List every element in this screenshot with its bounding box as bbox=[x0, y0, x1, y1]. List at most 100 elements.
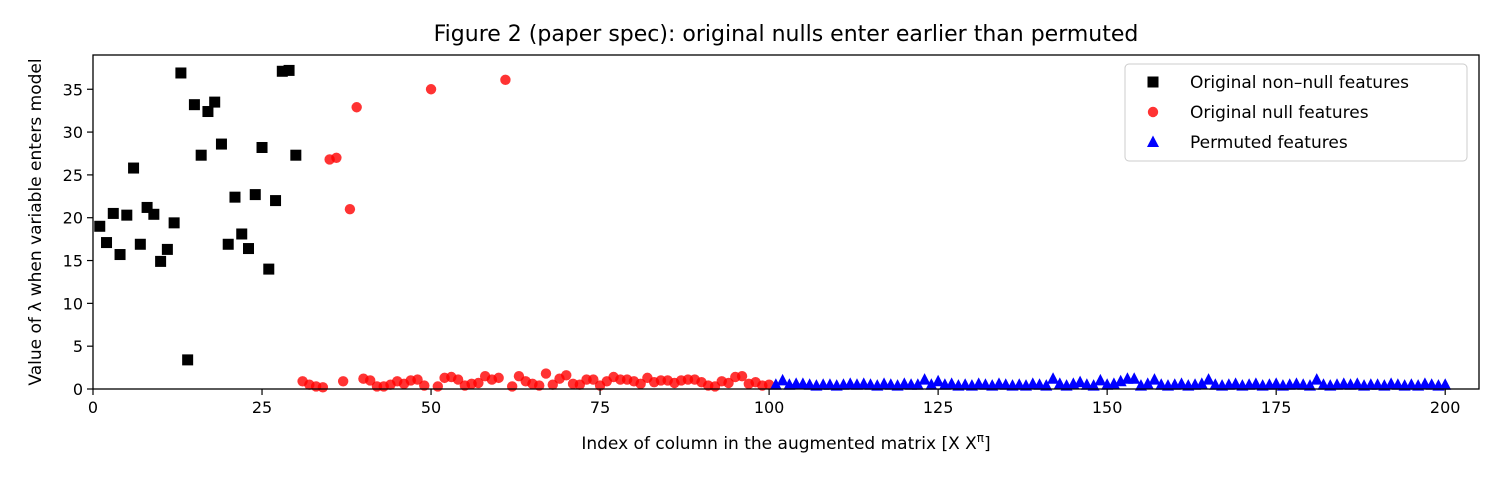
series-circle bbox=[297, 74, 775, 393]
series-square bbox=[94, 64, 302, 366]
legend-box bbox=[1124, 63, 1468, 162]
non-null-point bbox=[155, 255, 167, 267]
permuted-point bbox=[932, 374, 945, 387]
null-point bbox=[412, 374, 423, 385]
permuted-point bbox=[769, 378, 782, 390]
x-tick-label: 100 bbox=[754, 398, 785, 417]
non-null-point bbox=[175, 67, 187, 79]
permuted-point bbox=[918, 373, 931, 385]
null-point bbox=[540, 368, 552, 379]
y-tick-label: 25 bbox=[63, 166, 83, 185]
x-tick-label: 0 bbox=[88, 398, 98, 417]
null-point bbox=[534, 380, 545, 391]
null-point bbox=[419, 380, 430, 391]
y-tick-label: 0 bbox=[73, 380, 83, 399]
non-null-point bbox=[243, 243, 255, 255]
null-point bbox=[452, 374, 464, 385]
legend-marker-square bbox=[1147, 76, 1159, 88]
non-null-point bbox=[256, 141, 268, 153]
plot-frame bbox=[92, 54, 1480, 390]
permuted-point bbox=[1074, 375, 1087, 388]
legend-marker-triangle bbox=[1147, 135, 1159, 147]
null-point bbox=[331, 152, 342, 163]
null-point bbox=[723, 377, 734, 389]
non-null-point bbox=[209, 96, 221, 108]
non-null-point bbox=[128, 162, 140, 174]
non-null-point bbox=[188, 99, 200, 111]
permuted-point bbox=[1303, 379, 1316, 391]
non-null-point bbox=[101, 237, 113, 249]
x-tick-label: 200 bbox=[1430, 398, 1461, 417]
non-null-point bbox=[134, 238, 146, 250]
y-tick-label: 10 bbox=[63, 294, 83, 313]
non-null-point bbox=[107, 207, 119, 219]
x-tick-label: 175 bbox=[1261, 398, 1292, 417]
null-point bbox=[547, 379, 558, 390]
non-null-point bbox=[249, 189, 261, 201]
null-point bbox=[506, 381, 518, 392]
null-point bbox=[425, 84, 437, 95]
null-point bbox=[337, 376, 349, 387]
x-tick-label: 25 bbox=[252, 398, 272, 417]
permuted-point bbox=[945, 377, 958, 389]
null-point bbox=[432, 381, 444, 392]
permuted-point bbox=[776, 373, 789, 386]
non-null-point bbox=[148, 208, 160, 220]
x-tick-label: 125 bbox=[923, 398, 954, 417]
data-marks bbox=[94, 64, 1452, 393]
non-null-point bbox=[195, 149, 207, 161]
non-null-point bbox=[182, 354, 194, 366]
null-point bbox=[344, 203, 356, 215]
non-null-point bbox=[270, 195, 282, 207]
permuted-point bbox=[1202, 373, 1215, 385]
chart-title: Figure 2 (paper spec): original nulls en… bbox=[434, 22, 1139, 47]
legend: Original non–null features Original null … bbox=[1124, 63, 1468, 162]
non-null-point bbox=[121, 209, 133, 221]
permuted-point bbox=[1087, 379, 1100, 391]
y-axis-label: Value of λ when variable enters model bbox=[26, 58, 46, 385]
null-point bbox=[500, 74, 511, 86]
non-null-point bbox=[229, 191, 241, 203]
y-tick-label: 30 bbox=[63, 123, 83, 142]
permuted-point bbox=[1310, 373, 1323, 385]
permuted-point bbox=[1351, 377, 1364, 389]
null-point bbox=[736, 370, 748, 382]
null-point bbox=[473, 377, 484, 389]
null-point bbox=[317, 382, 329, 393]
non-null-point bbox=[290, 149, 302, 161]
permuted-point bbox=[1175, 377, 1188, 389]
non-null-point bbox=[202, 106, 214, 118]
null-point bbox=[635, 378, 646, 390]
y-tick-label: 20 bbox=[63, 209, 83, 228]
null-point bbox=[351, 102, 362, 113]
permuted-point bbox=[1229, 377, 1242, 389]
series-triangle bbox=[769, 372, 1452, 391]
permuted-point bbox=[1047, 372, 1060, 384]
non-null-point bbox=[283, 64, 295, 76]
non-null-point bbox=[161, 243, 173, 255]
y-tick-label: 15 bbox=[63, 252, 83, 271]
permuted-point bbox=[1128, 372, 1141, 384]
permuted-point bbox=[1270, 377, 1283, 389]
permuted-point bbox=[911, 378, 924, 390]
y-tick-label: 35 bbox=[63, 80, 83, 99]
x-axis-ticks: 0 25 50 75 100 125 150 175 200 bbox=[88, 389, 1461, 417]
permuted-point bbox=[1249, 377, 1262, 389]
non-null-point bbox=[222, 238, 234, 250]
y-tick-label: 5 bbox=[73, 337, 83, 356]
non-null-point bbox=[94, 220, 106, 232]
non-null-point bbox=[215, 138, 227, 150]
non-null-point bbox=[168, 217, 180, 229]
permuted-point bbox=[1439, 378, 1452, 390]
non-null-point bbox=[276, 65, 288, 77]
non-null-point bbox=[236, 228, 248, 240]
legend-entry-label: Permuted features bbox=[1190, 133, 1348, 153]
permuted-point bbox=[1195, 377, 1208, 389]
permuted-point bbox=[1141, 377, 1154, 389]
x-tick-label: 150 bbox=[1092, 398, 1123, 417]
null-point bbox=[365, 375, 376, 386]
legend-entry-label: Original non–null features bbox=[1190, 73, 1409, 93]
permuted-point bbox=[1148, 373, 1161, 385]
permuted-point bbox=[1094, 373, 1107, 386]
